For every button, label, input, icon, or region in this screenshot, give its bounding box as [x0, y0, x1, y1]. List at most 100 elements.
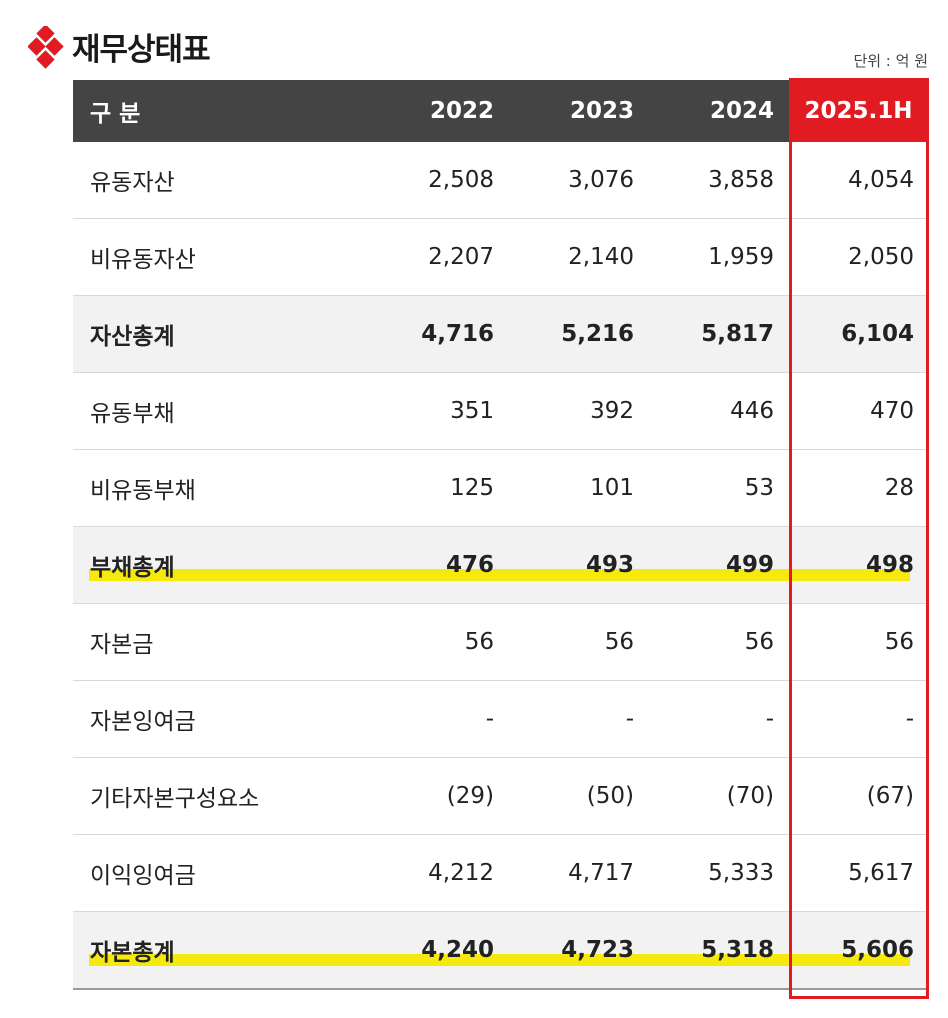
value-cell: 56	[605, 604, 634, 680]
balance-sheet-table: 구 분 2022 2023 2024 2025.1H 유동자산 2,508 3,07…	[73, 80, 928, 990]
table-row: 자산총계 4,716 5,216 5,817 6,104	[73, 296, 928, 373]
value-text: 125	[450, 475, 494, 501]
value-cell: 4,240	[421, 912, 494, 988]
value-text: 1,959	[708, 244, 774, 270]
value-cell: 56	[885, 604, 914, 680]
row-label: 자본총계	[90, 912, 175, 988]
table-row: 이익잉여금 4,212 4,717 5,333 5,617	[73, 835, 928, 912]
value-cell: 351	[450, 373, 494, 449]
value-text: 5,617	[848, 860, 914, 886]
value-text: (67)	[866, 783, 914, 809]
value-text: 101	[590, 475, 634, 501]
value-text: 446	[730, 398, 774, 424]
value-text: 2,140	[568, 244, 634, 270]
value-text: 4,212	[428, 860, 494, 886]
row-label: 기타자본구성요소	[90, 758, 259, 834]
table-row: 자본총계 4,240 4,723 5,318 5,606	[73, 912, 928, 990]
value-cell: 53	[745, 450, 774, 526]
table-row: 유동자산 2,508 3,076 3,858 4,054	[73, 142, 928, 219]
value-cell: 2,207	[428, 219, 494, 295]
value-cell: 101	[590, 450, 634, 526]
value-cell: 470	[870, 373, 914, 449]
value-text: 4,716	[421, 321, 494, 347]
value-text: 493	[585, 552, 634, 578]
value-text: 3,858	[708, 167, 774, 193]
table-row: 자본잉여금 - - - -	[73, 681, 928, 758]
highlight-marker	[89, 569, 196, 581]
row-label-text: 자산총계	[90, 324, 175, 350]
value-text: 5,216	[561, 321, 634, 347]
value-cell: 6,104	[841, 296, 914, 372]
value-text: (70)	[726, 783, 774, 809]
value-text: 53	[744, 475, 774, 501]
value-text: 56	[604, 629, 634, 655]
table-row: 부채총계 476 493 499 498	[73, 527, 928, 604]
page-title: 재무상태표	[72, 32, 211, 68]
value-text: 351	[450, 398, 494, 424]
value-text: 3,076	[568, 167, 634, 193]
value-cell: 125	[450, 450, 494, 526]
value-cell: 4,212	[428, 835, 494, 911]
value-cell: -	[766, 681, 774, 757]
value-text: 4,723	[561, 937, 634, 963]
column-header-2023: 2023	[569, 98, 634, 124]
value-text: 498	[865, 552, 914, 578]
highlight-marker	[196, 954, 910, 966]
value-cell: (67)	[867, 758, 914, 834]
value-cell: 3,858	[708, 142, 774, 218]
row-label-text: 이익잉여금	[90, 863, 196, 889]
unit-label: 단위 : 억 원	[853, 52, 928, 70]
value-text: 56	[464, 629, 494, 655]
value-text: -	[765, 706, 774, 732]
value-cell: 446	[730, 373, 774, 449]
row-label: 유동자산	[90, 142, 175, 218]
value-text: -	[485, 706, 494, 732]
row-label-text: 기타자본구성요소	[90, 786, 260, 812]
value-cell: 1,959	[708, 219, 774, 295]
row-label-text: 비유동부채	[90, 478, 196, 504]
table-row: 비유동부채 125 101 53 28	[73, 450, 928, 527]
value-cell: 493	[586, 527, 634, 603]
value-cell: 4,054	[848, 142, 914, 218]
value-cell: 5,216	[561, 296, 634, 372]
value-text: 2,207	[428, 244, 494, 270]
value-text: (29)	[446, 783, 494, 809]
value-cell: 4,717	[568, 835, 634, 911]
column-header-2022: 2022	[429, 98, 494, 124]
row-label-text: 유동자산	[90, 170, 175, 196]
row-label: 이익잉여금	[90, 835, 196, 911]
value-text: 5,606	[841, 937, 914, 963]
highlight-marker	[196, 569, 910, 581]
value-text: 5,817	[701, 321, 774, 347]
value-cell: 56	[465, 604, 494, 680]
value-text: -	[625, 706, 634, 732]
value-cell: -	[906, 681, 914, 757]
row-label: 유동부채	[90, 373, 175, 449]
value-cell: (29)	[447, 758, 494, 834]
value-text: 28	[884, 475, 914, 501]
value-text: -	[905, 706, 914, 732]
column-header-category: 구 분	[90, 101, 141, 127]
row-label-text: 자본총계	[90, 940, 175, 966]
value-cell: -	[486, 681, 494, 757]
column-header-2024: 2024	[709, 98, 774, 124]
row-label-text: 자본금	[90, 632, 154, 658]
value-text: 5,333	[708, 860, 774, 886]
value-cell: 5,606	[841, 912, 914, 988]
red-diamond-logo-icon	[28, 26, 64, 69]
value-cell: 56	[745, 604, 774, 680]
value-text: 470	[870, 398, 914, 424]
value-cell: 392	[590, 373, 634, 449]
value-cell: 5,817	[701, 296, 774, 372]
row-label: 비유동부채	[90, 450, 196, 526]
value-text: 4,240	[421, 937, 494, 963]
value-text: 4,054	[848, 167, 914, 193]
value-text: 2,050	[848, 244, 914, 270]
value-cell: 5,617	[848, 835, 914, 911]
value-cell: 498	[866, 527, 914, 603]
value-cell: 3,076	[568, 142, 634, 218]
table-row: 유동부채 351 392 446 470	[73, 373, 928, 450]
row-label-text: 부채총계	[90, 555, 175, 581]
row-label: 자본잉여금	[90, 681, 196, 757]
value-cell: 4,716	[421, 296, 494, 372]
